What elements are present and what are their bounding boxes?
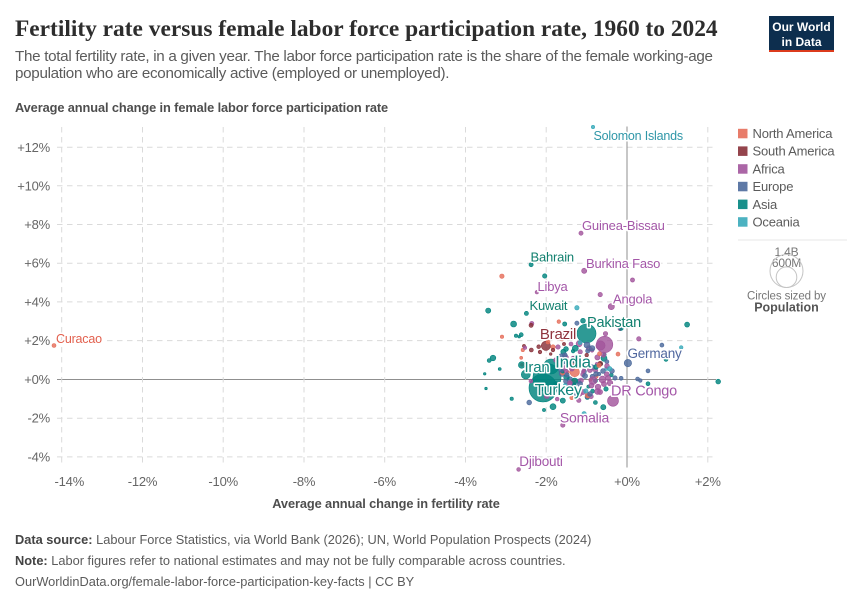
svg-text:Circles sized by: Circles sized by [747,291,826,303]
svg-text:Kuwait: Kuwait [530,298,568,313]
svg-text:-6%: -6% [373,474,396,489]
svg-text:-14%: -14% [55,474,85,489]
svg-text:Average annual change in femal: Average annual change in female labor fo… [15,100,388,115]
svg-text:Turkey: Turkey [535,382,582,399]
svg-text:Pakistan: Pakistan [587,315,641,331]
svg-text:DR Congo: DR Congo [611,384,677,400]
svg-text:Iran: Iran [524,359,549,376]
svg-text:+8%: +8% [24,217,50,232]
svg-text:+6%: +6% [24,256,50,271]
svg-text:Germany: Germany [627,346,682,361]
svg-text:Brazil: Brazil [540,326,576,343]
svg-text:Guinea-Bissau: Guinea-Bissau [582,218,665,233]
svg-text:Libya: Libya [538,279,569,294]
svg-text:+2%: +2% [24,333,50,348]
svg-text:+0%: +0% [614,474,640,489]
svg-text:North America: North America [753,126,834,141]
svg-text:Angola: Angola [613,291,653,306]
svg-text:Curacao: Curacao [56,332,102,346]
svg-text:+2%: +2% [695,474,721,489]
svg-text:Africa: Africa [753,161,786,176]
svg-text:-4%: -4% [454,474,477,489]
svg-text:Solomon Islands: Solomon Islands [594,129,683,143]
svg-text:+10%: +10% [17,178,50,193]
svg-text:-8%: -8% [293,474,316,489]
svg-text:-10%: -10% [208,474,238,489]
svg-text:600M: 600M [772,256,801,270]
svg-text:Somalia: Somalia [560,410,610,426]
svg-text:-4%: -4% [27,449,50,464]
svg-text:Asia: Asia [753,197,778,212]
svg-text:Average annual change in ferti: Average annual change in fertility rate [272,496,499,511]
svg-text:Europe: Europe [753,179,794,194]
svg-text:+4%: +4% [24,294,50,309]
svg-text:+12%: +12% [17,140,50,155]
svg-text:Bahrain: Bahrain [531,250,574,265]
svg-text:South America: South America [753,144,836,159]
svg-text:Population: Population [754,301,819,315]
svg-text:Burkina Faso: Burkina Faso [586,256,660,271]
svg-text:Oceania: Oceania [753,215,801,230]
svg-text:Djibouti: Djibouti [519,454,563,469]
svg-text:-2%: -2% [535,474,558,489]
svg-text:India: India [555,353,592,372]
svg-text:-12%: -12% [128,474,158,489]
svg-text:-2%: -2% [27,411,50,426]
svg-text:+0%: +0% [24,372,50,387]
